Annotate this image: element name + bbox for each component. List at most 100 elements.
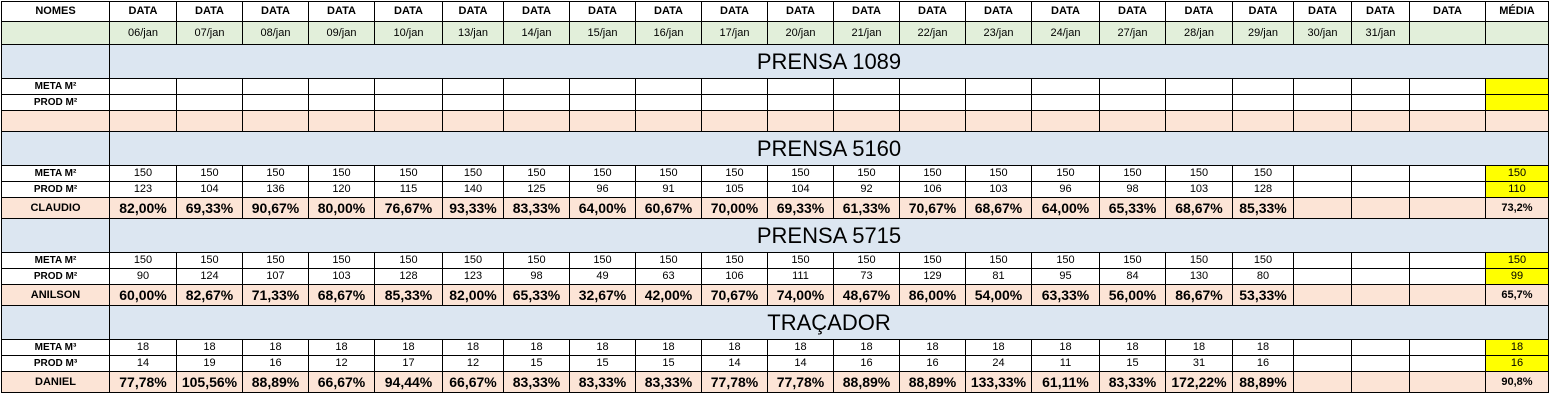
person-name[interactable] [1,110,110,132]
percent-cell[interactable]: 66,67% [308,371,375,393]
prod-cell[interactable] [1165,94,1233,111]
percent-cell[interactable]: 105,56% [176,371,243,393]
date-cell[interactable]: 15/jan [569,21,636,45]
meta-cell[interactable] [1351,252,1410,269]
meta-label[interactable]: META M³ [1,339,110,356]
date-cell[interactable]: 28/jan [1165,21,1233,45]
percent-cell[interactable] [1031,110,1100,132]
percent-cell[interactable]: 77,78% [701,371,768,393]
prod-cell[interactable]: 90 [109,268,177,285]
data-header[interactable]: DATA [503,1,570,22]
meta-cell[interactable]: 18 [965,339,1032,356]
percent-cell[interactable]: 71,33% [242,284,309,306]
percent-cell[interactable] [503,110,570,132]
meta-cell[interactable]: 150 [767,252,834,269]
meta-cell[interactable]: 18 [1232,339,1294,356]
meta-cell[interactable]: 18 [242,339,309,356]
prod-cell[interactable]: 31 [1165,355,1233,372]
prod-cell[interactable] [1351,94,1410,111]
meta-cell[interactable]: 150 [899,165,966,182]
data-header[interactable]: DATA [1165,1,1233,22]
prod-cell[interactable]: 92 [833,181,900,198]
prod-cell[interactable] [1409,181,1486,198]
percent-cell[interactable] [1293,371,1352,393]
prod-cell[interactable]: 15 [569,355,636,372]
prod-cell[interactable] [1351,355,1410,372]
meta-cell[interactable] [442,78,504,95]
person-name[interactable]: DANIEL [1,371,110,393]
percent-cell[interactable]: 83,33% [1099,371,1166,393]
date-cell[interactable]: 06/jan [109,21,177,45]
prod-cell[interactable]: 115 [374,181,443,198]
prod-cell[interactable] [1409,355,1486,372]
prod-cell[interactable]: 128 [1232,181,1294,198]
section-label-cell[interactable] [1,305,110,340]
prod-average[interactable]: 16 [1485,355,1549,372]
data-header[interactable]: DATA [442,1,504,22]
meta-cell[interactable]: 18 [374,339,443,356]
meta-cell[interactable]: 150 [833,252,900,269]
prod-cell[interactable]: 105 [701,181,768,198]
meta-average[interactable] [1485,78,1549,95]
meta-cell[interactable]: 150 [569,252,636,269]
meta-cell[interactable]: 150 [242,252,309,269]
percent-cell[interactable]: 54,00% [965,284,1032,306]
percent-cell[interactable]: 68,67% [965,197,1032,219]
meta-cell[interactable]: 150 [1031,252,1100,269]
percent-cell[interactable]: 64,00% [569,197,636,219]
meta-cell[interactable] [1351,165,1410,182]
percent-cell[interactable]: 83,33% [569,371,636,393]
data-header[interactable]: DATA [701,1,768,22]
percent-cell[interactable]: 74,00% [767,284,834,306]
meta-cell[interactable]: 18 [569,339,636,356]
prod-cell[interactable]: 104 [176,181,243,198]
percent-cell[interactable]: 70,67% [899,197,966,219]
percent-cell[interactable] [1351,197,1410,219]
prod-cell[interactable] [1409,268,1486,285]
percent-cell[interactable]: 88,89% [242,371,309,393]
percent-cell[interactable] [767,110,834,132]
prod-cell[interactable]: 15 [503,355,570,372]
meta-cell[interactable] [1165,78,1233,95]
meta-cell[interactable]: 150 [965,252,1032,269]
prod-cell[interactable]: 73 [833,268,900,285]
prod-cell[interactable] [109,94,177,111]
prod-cell[interactable]: 15 [1099,355,1166,372]
meta-cell[interactable] [1293,339,1352,356]
percent-cell[interactable] [965,110,1032,132]
meta-cell[interactable]: 18 [701,339,768,356]
percent-cell[interactable] [899,110,966,132]
prod-cell[interactable] [1293,355,1352,372]
meta-cell[interactable] [1293,252,1352,269]
percent-cell[interactable]: 83,33% [635,371,702,393]
prod-cell[interactable] [833,94,900,111]
percent-cell[interactable]: 82,00% [109,197,177,219]
meta-cell[interactable]: 150 [1165,252,1233,269]
prod-average[interactable]: 110 [1485,181,1549,198]
meta-cell[interactable]: 150 [374,165,443,182]
meta-average[interactable]: 150 [1485,252,1549,269]
prod-cell[interactable]: 96 [569,181,636,198]
prod-cell[interactable]: 120 [308,181,375,198]
prod-cell[interactable]: 84 [1099,268,1166,285]
meta-cell[interactable]: 150 [374,252,443,269]
meta-cell[interactable]: 18 [176,339,243,356]
date-cell[interactable]: 29/jan [1232,21,1294,45]
person-name[interactable]: ANILSON [1,284,110,306]
meta-cell[interactable]: 150 [899,252,966,269]
meta-cell[interactable] [899,78,966,95]
percent-cell[interactable]: 48,67% [833,284,900,306]
prod-cell[interactable] [635,94,702,111]
meta-cell[interactable]: 150 [308,252,375,269]
percent-average[interactable]: 73,2% [1485,197,1549,219]
percent-cell[interactable]: 69,33% [176,197,243,219]
percent-cell[interactable]: 83,33% [503,371,570,393]
prod-average[interactable]: 99 [1485,268,1549,285]
prod-cell[interactable]: 81 [965,268,1032,285]
prod-cell[interactable]: 98 [503,268,570,285]
data-header[interactable]: DATA [1232,1,1294,22]
meta-cell[interactable]: 150 [176,165,243,182]
meta-cell[interactable] [1351,78,1410,95]
prod-cell[interactable]: 16 [899,355,966,372]
prod-cell[interactable]: 107 [242,268,309,285]
